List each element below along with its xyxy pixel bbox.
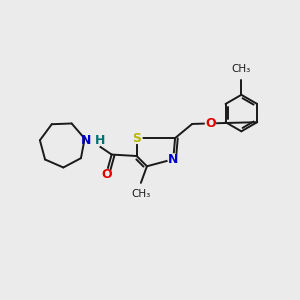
Text: O: O <box>101 168 112 181</box>
Text: CH₃: CH₃ <box>131 189 151 199</box>
Text: O: O <box>205 117 216 130</box>
Circle shape <box>86 133 101 149</box>
Circle shape <box>206 118 215 128</box>
Circle shape <box>168 154 178 164</box>
Text: N: N <box>81 134 92 148</box>
Circle shape <box>131 133 142 143</box>
Circle shape <box>101 169 111 179</box>
Text: N: N <box>168 153 178 166</box>
Text: H: H <box>94 134 105 148</box>
Text: S: S <box>132 132 141 145</box>
Text: CH₃: CH₃ <box>232 64 251 74</box>
